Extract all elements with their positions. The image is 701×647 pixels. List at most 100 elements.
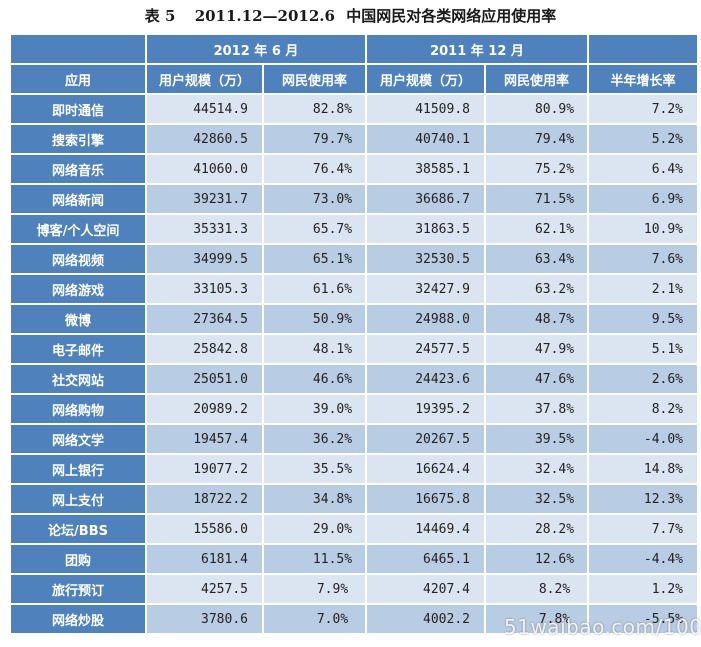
app-name-cell: 电子邮件 (11, 335, 145, 363)
users-2011-12-cell: 32530.5 (367, 245, 484, 273)
rate-2011-12-cell: 32.5% (486, 485, 588, 513)
rate-2012-6-cell: 65.7% (264, 215, 365, 243)
rate-2012-6-cell: 29.0% (264, 515, 365, 543)
users-2011-12-cell: 31863.5 (367, 215, 484, 243)
rate-2011-12-cell: 62.1% (486, 215, 588, 243)
table-row: 微博 27364.5 50.9% 24988.0 48.7% 9.5% (11, 305, 698, 333)
table-row: 团购 6181.4 11.5% 6465.1 12.6% -4.4% (11, 545, 698, 573)
app-name-cell: 微博 (11, 305, 145, 333)
rate-2012-6-cell: 61.6% (264, 275, 365, 303)
rate-2011-12-cell: 75.2% (486, 155, 588, 183)
table-row: 网络游戏 33105.3 61.6% 32427.9 63.2% 2.1% (11, 275, 698, 303)
growth-cell: -4.4% (589, 545, 698, 573)
table-row: 网络音乐 41060.0 76.4% 38585.1 75.2% 6.4% (11, 155, 698, 183)
rate-2012-6-cell: 82.8% (264, 95, 365, 123)
growth-cell: 5.2% (589, 125, 698, 153)
app-name-cell: 网上支付 (11, 485, 145, 513)
users-2011-12-cell: 41509.8 (367, 95, 484, 123)
table-row: 网络文学 19457.4 36.2% 20267.5 39.5% -4.0% (11, 425, 698, 453)
growth-cell: 2.1% (589, 275, 698, 303)
rate-2011-12-cell: 37.8% (486, 395, 588, 423)
col-header-app: 应用 (11, 65, 145, 93)
rate-2011-12-cell: 7.8% (486, 605, 588, 633)
growth-cell: 2.6% (589, 365, 698, 393)
app-name-cell: 网络音乐 (11, 155, 145, 183)
users-2011-12-cell: 32427.9 (367, 275, 484, 303)
growth-cell: 5.1% (589, 335, 698, 363)
table-row: 即时通信 44514.9 82.8% 41509.8 80.9% 7.2% (11, 95, 698, 123)
col-header-rate-2012-6: 网民使用率 (264, 65, 365, 93)
app-name-cell: 搜索引擎 (11, 125, 145, 153)
app-name-cell: 网络文学 (11, 425, 145, 453)
users-2012-6-cell: 41060.0 (147, 155, 262, 183)
users-2011-12-cell: 16624.4 (367, 455, 484, 483)
growth-cell: 6.9% (589, 185, 698, 213)
users-2012-6-cell: 44514.9 (147, 95, 262, 123)
rate-2011-12-cell: 47.9% (486, 335, 588, 363)
rate-2011-12-cell: 48.7% (486, 305, 588, 333)
app-name-cell: 网络购物 (11, 395, 145, 423)
corner-cell (11, 35, 145, 63)
table-row: 搜索引擎 42860.5 79.7% 40740.1 79.4% 5.2% (11, 125, 698, 153)
users-2012-6-cell: 25051.0 (147, 365, 262, 393)
users-2012-6-cell: 35331.3 (147, 215, 262, 243)
growth-cell: 7.2% (589, 95, 698, 123)
table-caption: 表 5 2011.12—2012.6 中国网民对各类网络应用使用率 (0, 5, 701, 27)
date-range: 2011.12—2012.6 (194, 7, 335, 25)
table-row: 电子邮件 25842.8 48.1% 24577.5 47.9% 5.1% (11, 335, 698, 363)
users-2011-12-cell: 4207.4 (367, 575, 484, 603)
users-2012-6-cell: 6181.4 (147, 545, 262, 573)
growth-cell: 6.4% (589, 155, 698, 183)
users-2011-12-cell: 14469.4 (367, 515, 484, 543)
users-2012-6-cell: 15586.0 (147, 515, 262, 543)
rate-2012-6-cell: 46.6% (264, 365, 365, 393)
rate-2011-12-cell: 80.9% (486, 95, 588, 123)
rate-2011-12-cell: 63.2% (486, 275, 588, 303)
users-2012-6-cell: 18722.2 (147, 485, 262, 513)
users-2012-6-cell: 19457.4 (147, 425, 262, 453)
rate-2012-6-cell: 48.1% (264, 335, 365, 363)
growth-corner-cell (589, 35, 698, 63)
users-2012-6-cell: 42860.5 (147, 125, 262, 153)
rate-2012-6-cell: 34.8% (264, 485, 365, 513)
rate-2011-12-cell: 28.2% (486, 515, 588, 543)
app-name-cell: 网络游戏 (11, 275, 145, 303)
growth-cell: -4.0% (589, 425, 698, 453)
table-row: 网络购物 20989.2 39.0% 19395.2 37.8% 8.2% (11, 395, 698, 423)
table-row: 网上支付 18722.2 34.8% 16675.8 32.5% 12.3% (11, 485, 698, 513)
users-2012-6-cell: 19077.2 (147, 455, 262, 483)
rate-2012-6-cell: 11.5% (264, 545, 365, 573)
table-row: 旅行预订 4257.5 7.9% 4207.4 8.2% 1.2% (11, 575, 698, 603)
app-name-cell: 论坛/BBS (11, 515, 145, 543)
rate-2012-6-cell: 7.0% (264, 605, 365, 633)
rate-2011-12-cell: 8.2% (486, 575, 588, 603)
period-header-row: 2012 年 6 月 2011 年 12 月 (11, 35, 698, 63)
table-row: 博客/个人空间 35331.3 65.7% 31863.5 62.1% 10.9% (11, 215, 698, 243)
users-2012-6-cell: 39231.7 (147, 185, 262, 213)
column-header-row: 应用 用户规模（万） 网民使用率 用户规模（万） 网民使用率 半年增长率 (11, 65, 698, 93)
col-header-users-2011-12: 用户规模（万） (367, 65, 484, 93)
rate-2012-6-cell: 36.2% (264, 425, 365, 453)
table-row: 网络视频 34999.5 65.1% 32530.5 63.4% 7.6% (11, 245, 698, 273)
table-row: 网络炒股 3780.6 7.0% 4002.2 7.8% -5.5% (11, 605, 698, 633)
rate-2012-6-cell: 65.1% (264, 245, 365, 273)
rate-2011-12-cell: 39.5% (486, 425, 588, 453)
table-row: 论坛/BBS 15586.0 29.0% 14469.4 28.2% 7.7% (11, 515, 698, 543)
rate-2011-12-cell: 12.6% (486, 545, 588, 573)
growth-cell: 7.7% (589, 515, 698, 543)
growth-cell: -5.5% (589, 605, 698, 633)
rate-2011-12-cell: 47.6% (486, 365, 588, 393)
app-name-cell: 团购 (11, 545, 145, 573)
app-name-cell: 网络新闻 (11, 185, 145, 213)
app-name-cell: 网上银行 (11, 455, 145, 483)
rate-2012-6-cell: 7.9% (264, 575, 365, 603)
col-header-users-2012-6: 用户规模（万） (147, 65, 262, 93)
rate-2011-12-cell: 79.4% (486, 125, 588, 153)
users-2011-12-cell: 36686.7 (367, 185, 484, 213)
app-name-cell: 网络炒股 (11, 605, 145, 633)
growth-cell: 8.2% (589, 395, 698, 423)
table-row: 网络新闻 39231.7 73.0% 36686.7 71.5% 6.9% (11, 185, 698, 213)
growth-cell: 12.3% (589, 485, 698, 513)
growth-cell: 14.8% (589, 455, 698, 483)
rate-2012-6-cell: 79.7% (264, 125, 365, 153)
